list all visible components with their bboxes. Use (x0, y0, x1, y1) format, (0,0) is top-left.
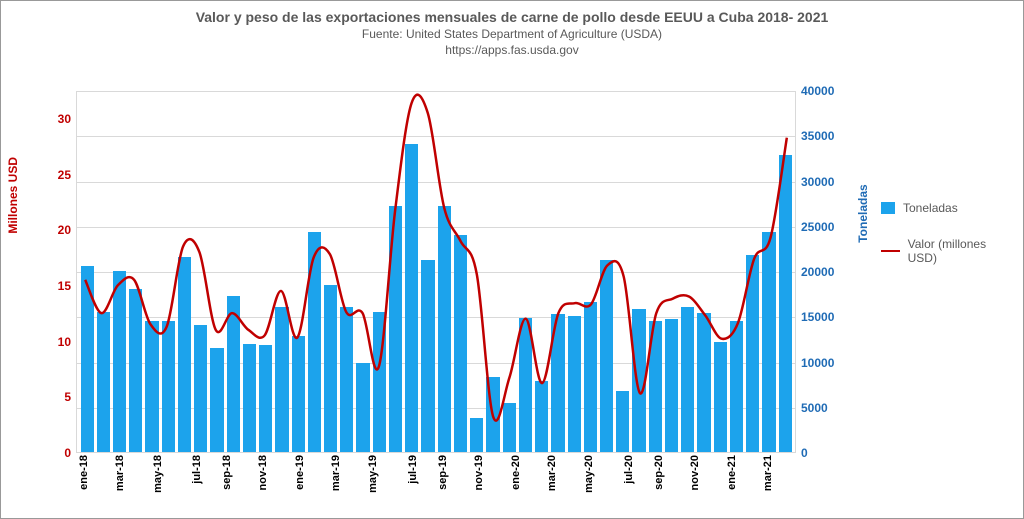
chart-subtitle: Fuente: United States Department of Agri… (1, 27, 1023, 41)
line-series (77, 91, 795, 452)
line-swatch-icon (881, 250, 900, 253)
legend-item-toneladas: Toneladas (881, 201, 1011, 215)
y-left-tick: 10 (26, 335, 71, 349)
y-right-tick: 35000 (801, 129, 846, 143)
y-right-tick: 25000 (801, 220, 846, 234)
y-right-tick: 5000 (801, 401, 846, 415)
y-left-tick: 0 (26, 446, 71, 460)
legend-bar-label: Toneladas (903, 201, 958, 215)
value-line-path (85, 95, 787, 421)
bar-swatch-icon (881, 202, 895, 214)
y-right-tick: 15000 (801, 310, 846, 324)
chart-url: https://apps.fas.usda.gov (1, 43, 1023, 57)
chart-title: Valor y peso de las exportaciones mensua… (1, 9, 1023, 25)
legend: Toneladas Valor (millones USD) (881, 201, 1011, 287)
y-left-axis-title: Millones USD (6, 157, 20, 234)
y-left-ticks: 051015202530 (26, 91, 71, 453)
chart-titles: Valor y peso de las exportaciones mensua… (1, 1, 1023, 57)
x-tick-label: mar-21 (762, 455, 822, 491)
legend-item-valor: Valor (millones USD) (881, 237, 1011, 265)
y-right-tick: 40000 (801, 84, 846, 98)
legend-line-label: Valor (millones USD) (908, 237, 1011, 265)
plot-area (76, 91, 796, 453)
y-right-tick: 10000 (801, 356, 846, 370)
y-left-tick: 20 (26, 223, 71, 237)
y-right-axis-title: Toneladas (856, 184, 870, 242)
chart-container: Valor y peso de las exportaciones mensua… (0, 0, 1024, 519)
y-left-tick: 25 (26, 168, 71, 182)
y-right-tick: 30000 (801, 175, 846, 189)
y-left-tick: 30 (26, 112, 71, 126)
x-axis-labels: ene-18mar-18may-18jul-18sep-18nov-18ene-… (76, 455, 796, 515)
y-left-tick: 15 (26, 279, 71, 293)
y-right-ticks: 0500010000150002000025000300003500040000 (801, 91, 846, 453)
y-left-tick: 5 (26, 390, 71, 404)
y-right-tick: 20000 (801, 265, 846, 279)
